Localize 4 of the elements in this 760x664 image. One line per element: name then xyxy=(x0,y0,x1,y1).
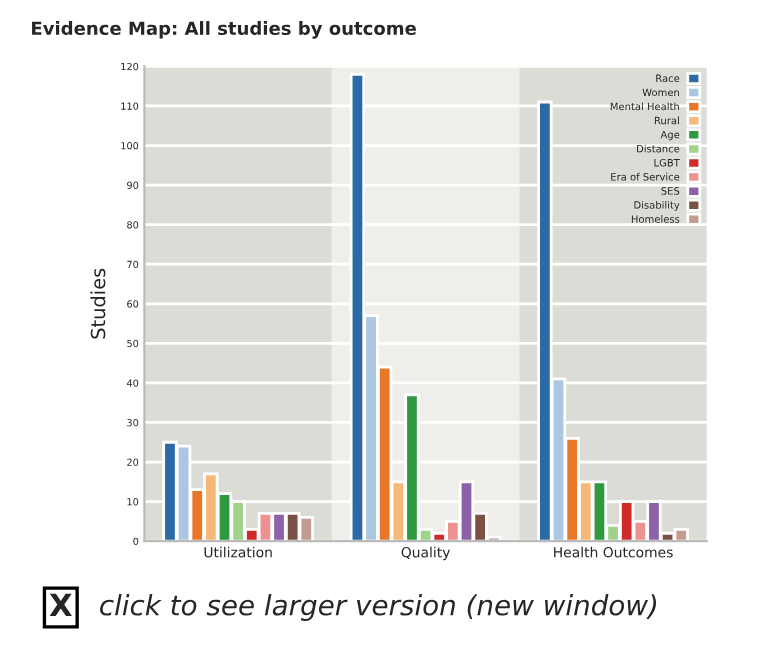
text: click to see larger version (new window) xyxy=(100,594,657,621)
text: X xyxy=(49,593,72,616)
y-axis-title: Studies xyxy=(90,268,106,339)
chart-title: Evidence Map: All studies by outcome xyxy=(32,21,416,39)
